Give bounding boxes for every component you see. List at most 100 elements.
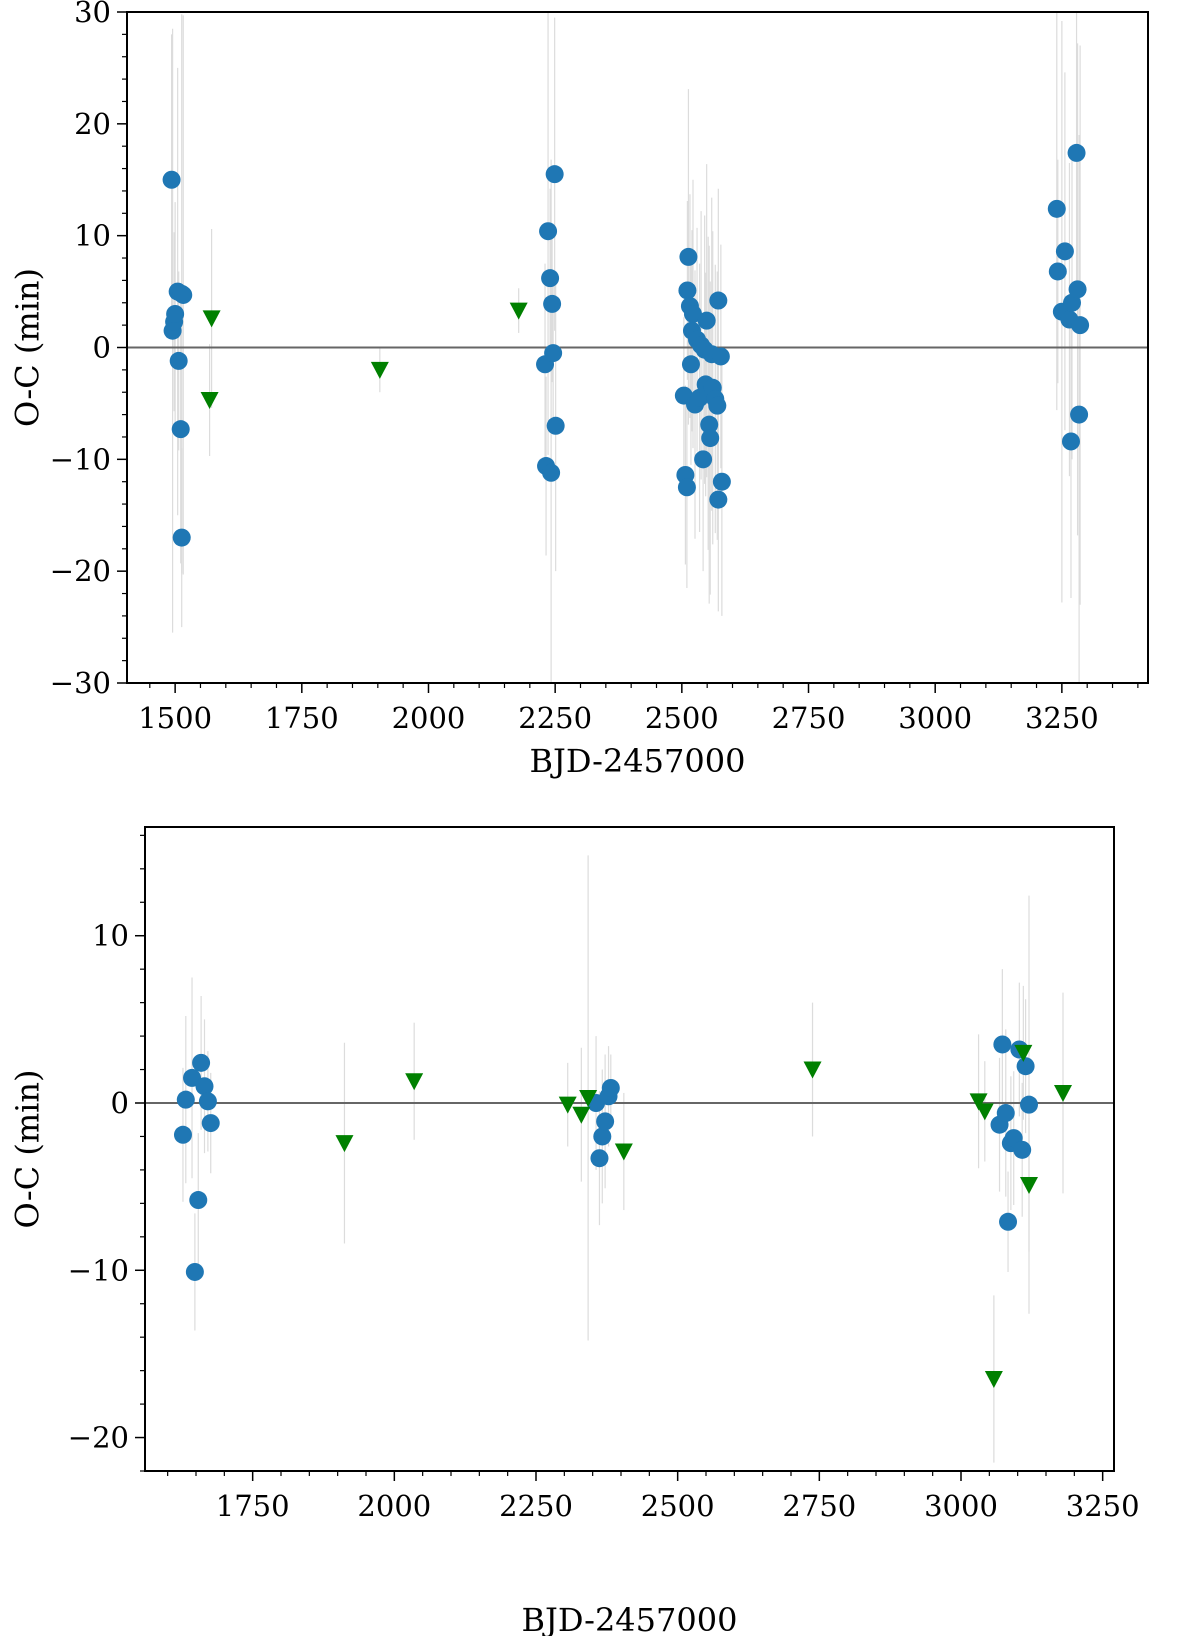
- bottom-data-point-triangle: [803, 1061, 822, 1079]
- top-x-axis-label: BJD-2457000: [530, 742, 746, 780]
- bottom-data-point-circle: [185, 1262, 204, 1281]
- bottom-data-point-triangle: [984, 1371, 1003, 1388]
- top-data-point-circle: [1067, 143, 1086, 162]
- top-x-tick-label: 2000: [392, 701, 466, 735]
- top-data-point-circle: [681, 355, 700, 374]
- top-y-tick-label: 10: [74, 219, 111, 253]
- bottom-data-point-triangle: [579, 1089, 598, 1107]
- top-data-point-circle: [546, 416, 565, 435]
- top-x-tick-label: 3250: [1025, 701, 1099, 735]
- bottom-data-point-circle: [593, 1127, 612, 1146]
- top-y-tick-label: 0: [93, 331, 111, 365]
- top-data-point-circle: [711, 347, 730, 366]
- bottom-data-point-circle: [1016, 1057, 1035, 1076]
- top-y-tick-label: −30: [50, 666, 111, 700]
- bottom-data-point-circle: [999, 1212, 1018, 1231]
- top-data-point-circle: [709, 490, 728, 509]
- bottom-data-point-triangle: [558, 1096, 577, 1114]
- bottom-data-point-circle: [993, 1035, 1012, 1054]
- top-data-point-circle: [174, 285, 193, 304]
- top-data-point-circle: [166, 304, 185, 323]
- top-data-point-circle: [1070, 405, 1089, 424]
- top-x-tick-label: 1500: [138, 701, 212, 735]
- top-data-point-circle: [701, 429, 720, 448]
- top-y-tick-label: −10: [50, 442, 111, 476]
- top-data-point-circle: [1047, 199, 1066, 218]
- top-data-point-triangle: [370, 361, 389, 379]
- top-data-point-circle: [694, 450, 713, 469]
- top-data-point-circle: [697, 311, 716, 330]
- top-data-point-circle: [679, 247, 698, 266]
- top-data-point-circle: [543, 294, 562, 313]
- bottom-x-tick-label: 2750: [782, 1489, 856, 1523]
- bottom-data-point-circle: [198, 1092, 217, 1111]
- bottom-data-point-circle: [201, 1114, 220, 1133]
- bottom-data-point-triangle: [1020, 1176, 1038, 1194]
- bottom-y-tick-label: −20: [68, 1421, 129, 1455]
- bottom-plot-frame: [144, 826, 1115, 1472]
- top-y-tick-label: 20: [74, 107, 111, 141]
- bottom-data-point-triangle: [614, 1143, 633, 1161]
- top-data-point-circle: [700, 415, 719, 434]
- bottom-x-tick-label: 2250: [499, 1489, 573, 1523]
- top-data-point-circle: [1048, 262, 1067, 281]
- bottom-data-point-circle: [195, 1077, 214, 1096]
- bottom-data-point-circle: [173, 1125, 192, 1144]
- top-data-point-circle: [709, 291, 728, 310]
- bottom-data-point-circle: [1013, 1140, 1032, 1159]
- top-data-point-circle: [708, 396, 727, 415]
- top-data-point-circle: [542, 463, 561, 482]
- top-data-point-triangle: [200, 392, 219, 410]
- top-data-point-circle: [1071, 316, 1090, 335]
- bottom-x-tick-label: 3250: [1066, 1489, 1140, 1523]
- top-data-point-triangle: [202, 310, 221, 328]
- bottom-y-tick-label: 0: [111, 1086, 129, 1120]
- top-data-point-circle: [544, 344, 563, 363]
- bottom-chart-panel: 1750 2000 2250 2500 2750 3000 3250 −20 −10 0 10 B…: [9, 826, 1140, 1636]
- top-data-point-circle: [541, 269, 560, 288]
- top-y-tick-label: 30: [74, 0, 111, 29]
- top-data-point-circle: [1068, 280, 1087, 299]
- bottom-y-tick-label: 10: [92, 919, 129, 953]
- bottom-x-tick-label: 3000: [924, 1489, 998, 1523]
- top-data-point-circle: [162, 170, 181, 189]
- bottom-data-point-triangle: [1014, 1044, 1033, 1062]
- top-data-point-circle: [172, 528, 191, 547]
- bottom-data-point-circle: [601, 1078, 620, 1097]
- top-x-tick-label: 2750: [772, 701, 846, 735]
- top-data-point-circle: [712, 472, 731, 491]
- bottom-data-point-circle: [596, 1112, 615, 1131]
- bottom-y-axis-label: O-C (min): [9, 1069, 47, 1228]
- bottom-data-point-circle: [192, 1053, 211, 1072]
- top-data-point-circle: [677, 478, 696, 497]
- top-data-point-circle: [545, 165, 564, 184]
- top-data-point-circle: [539, 222, 558, 241]
- bottom-data-point-triangle: [1054, 1084, 1072, 1102]
- top-data-point-circle: [683, 304, 702, 323]
- bottom-x-tick-label: 1750: [216, 1489, 290, 1523]
- bottom-data-point-circle: [176, 1090, 195, 1109]
- bottom-data-point-triangle: [405, 1073, 424, 1091]
- top-y-axis-label: O-C (min): [9, 268, 47, 427]
- bottom-data-point-triangle: [572, 1106, 591, 1124]
- top-data-point-circle: [171, 420, 190, 439]
- bottom-data-point-circle: [189, 1191, 208, 1210]
- bottom-data-point-triangle: [335, 1135, 354, 1153]
- top-y-tick-label: −20: [50, 554, 111, 588]
- top-chart-panel: 1500 1750 2000 2250 2500 2750 3000 3250 −30 −20 −…: [9, 0, 1149, 780]
- top-data-point-circle: [169, 351, 188, 370]
- top-data-point-circle: [1061, 432, 1080, 451]
- bottom-data-point-triangle: [969, 1093, 988, 1111]
- bottom-x-tick-label: 2500: [641, 1489, 715, 1523]
- top-x-tick-label: 2250: [518, 701, 592, 735]
- bottom-data-point-triangle: [975, 1103, 994, 1121]
- bottom-x-axis-label: BJD-2457000: [522, 1601, 738, 1636]
- top-data-point-circle: [678, 281, 697, 300]
- bottom-x-tick-label: 2000: [357, 1489, 431, 1523]
- bottom-data-point-circle: [1020, 1095, 1038, 1114]
- top-x-tick-label: 1750: [265, 701, 339, 735]
- bottom-data-point-circle: [590, 1149, 609, 1168]
- bottom-data-point-circle: [996, 1104, 1015, 1123]
- top-data-point-circle: [1055, 242, 1074, 261]
